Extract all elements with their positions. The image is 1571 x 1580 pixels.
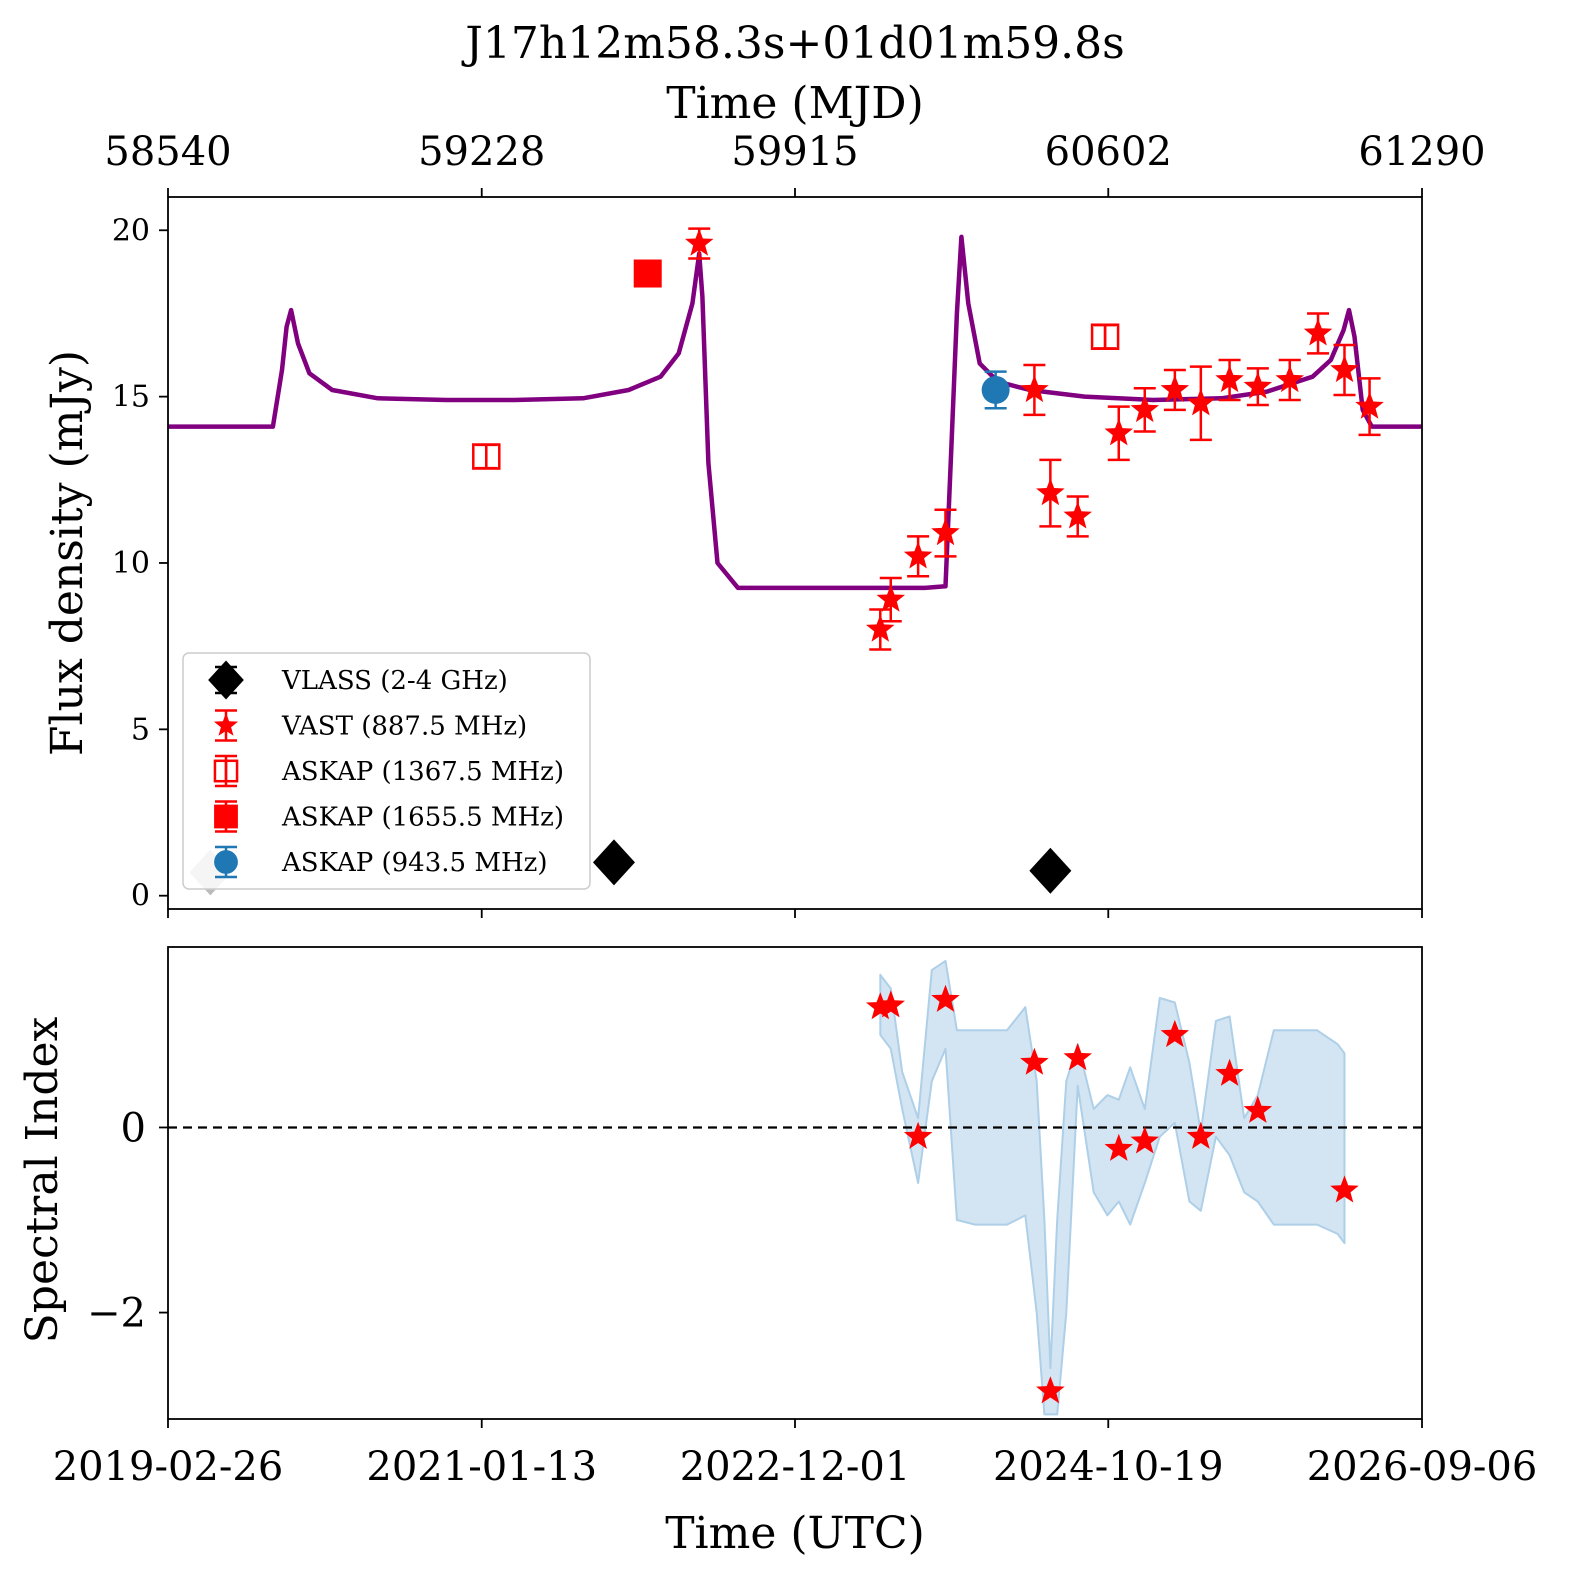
spectral-index-point-9 bbox=[1160, 1019, 1190, 1048]
top-xtick-label-4: 61290 bbox=[1358, 129, 1485, 175]
top-s4-point-0 bbox=[633, 259, 662, 288]
spectral-index-point-10 bbox=[1186, 1121, 1216, 1149]
top-s2-point-17 bbox=[1355, 391, 1384, 419]
top-s5-point-0 bbox=[981, 375, 1010, 404]
top-ytick-label-4: 20 bbox=[112, 213, 150, 248]
bottom-xtick-label-4: 2026-09-06 bbox=[1307, 1444, 1538, 1490]
spectral-index-point-5 bbox=[1036, 1376, 1065, 1404]
top-xtick-label-0: 58540 bbox=[104, 129, 231, 175]
top-ytick-label-0: 0 bbox=[131, 879, 150, 914]
bottom-ytick-label-0: −2 bbox=[87, 1291, 146, 1337]
spectral-index-point-4 bbox=[1020, 1047, 1049, 1075]
top-ytick-label-3: 15 bbox=[112, 380, 150, 415]
top-s2-point-2 bbox=[876, 584, 905, 612]
legend-entry-2-marker bbox=[213, 759, 239, 783]
top-xtick-label-3: 60602 bbox=[1045, 129, 1172, 175]
top-ytick-label-1: 5 bbox=[131, 712, 150, 747]
legend-entry-0-marker bbox=[208, 660, 244, 700]
top-s0-point-1 bbox=[1029, 847, 1072, 894]
top-s2-point-6 bbox=[1036, 478, 1065, 506]
top-s2-point-11 bbox=[1186, 388, 1216, 416]
spectral-index-point-1 bbox=[876, 990, 905, 1018]
bottom-xtick-label-2: 2022-12-01 bbox=[680, 1444, 911, 1490]
top-x-axis-label: Time (MJD) bbox=[666, 78, 923, 129]
top-s2-point-7 bbox=[1063, 501, 1092, 529]
bottom-x-axis-label: Time (UTC) bbox=[665, 1508, 925, 1559]
spectral-index-point-2 bbox=[903, 1121, 933, 1149]
top-s0-point-0 bbox=[592, 839, 635, 886]
top-xtick-label-1: 59228 bbox=[418, 129, 545, 175]
bottom-panel: 2019-02-26 2021-01-13 2022-12-01 2024-10-19… bbox=[17, 946, 1538, 1559]
spectral-index-point-3 bbox=[931, 984, 960, 1012]
bottom-y-axis-label: Spectral Index bbox=[17, 1016, 68, 1343]
bottom-xtick-label-1: 2021-01-13 bbox=[366, 1444, 597, 1490]
spectral-index-point-11 bbox=[1215, 1058, 1244, 1086]
top-s2-point-8 bbox=[1104, 418, 1133, 446]
chart-title: J17h12m58.3s+01d01m59.8s bbox=[461, 18, 1125, 69]
top-s2-point-12 bbox=[1215, 365, 1244, 393]
spectral-index-point-6 bbox=[1063, 1043, 1092, 1071]
spectral-index-point-7 bbox=[1104, 1133, 1133, 1161]
top-xtick-label-2: 59915 bbox=[731, 129, 858, 175]
legend-entry-4-marker bbox=[214, 850, 238, 874]
top-s2-point-4 bbox=[931, 518, 960, 546]
top-s2-point-9 bbox=[1130, 394, 1159, 423]
top-s3-point-1 bbox=[1090, 323, 1120, 350]
top-s2-point-14 bbox=[1275, 365, 1304, 393]
spectral-index-point-12 bbox=[1243, 1095, 1273, 1123]
top-s2-point-1 bbox=[866, 614, 895, 642]
spectral-index-point-13 bbox=[1330, 1175, 1359, 1203]
bottom-plot-frame bbox=[167, 946, 1423, 1420]
top-s2-point-10 bbox=[1160, 375, 1190, 403]
spectral-index-point-8 bbox=[1130, 1126, 1159, 1154]
legend-entry-1-marker bbox=[213, 712, 239, 736]
bottom-ytick-label-1: 0 bbox=[121, 1105, 146, 1151]
top-s2-point-3 bbox=[903, 541, 933, 569]
top-y-axis-label: Flux density (mJy) bbox=[42, 350, 93, 756]
legend-entry-3-label: ASKAP (1655.5 MHz) bbox=[281, 803, 564, 833]
spectral-index-point-0 bbox=[866, 992, 895, 1020]
top-s2-point-13 bbox=[1243, 371, 1273, 399]
top-panel: 58540 59228 59915 60602 61290 0 5 10 15 20 Flux d… bbox=[42, 129, 1486, 918]
bottom-xtick-label-3: 2024-10-19 bbox=[993, 1444, 1224, 1490]
legend-entry-4-label: ASKAP (943.5 MHz) bbox=[281, 848, 547, 878]
legend-entry-1-label: VAST (887.5 MHz) bbox=[281, 712, 527, 742]
top-s3-point-0 bbox=[472, 443, 501, 470]
top-s2-point-0 bbox=[685, 228, 714, 256]
legend-entry-3-marker bbox=[214, 804, 238, 829]
legend-entry-0-label: VLASS (2-4 GHz) bbox=[281, 666, 508, 696]
model-curve bbox=[168, 234, 1422, 591]
top-s2-point-16 bbox=[1330, 355, 1359, 383]
top-s2-point-15 bbox=[1303, 318, 1333, 346]
top-s2-point-5 bbox=[1020, 375, 1049, 403]
bottom-xtick-label-0: 2019-02-26 bbox=[53, 1444, 284, 1490]
legend-box bbox=[182, 652, 591, 890]
legend-entry-2-label: ASKAP (1367.5 MHz) bbox=[281, 757, 564, 787]
spectral-index-band bbox=[879, 959, 1346, 1416]
top-ytick-label-2: 10 bbox=[112, 546, 150, 581]
